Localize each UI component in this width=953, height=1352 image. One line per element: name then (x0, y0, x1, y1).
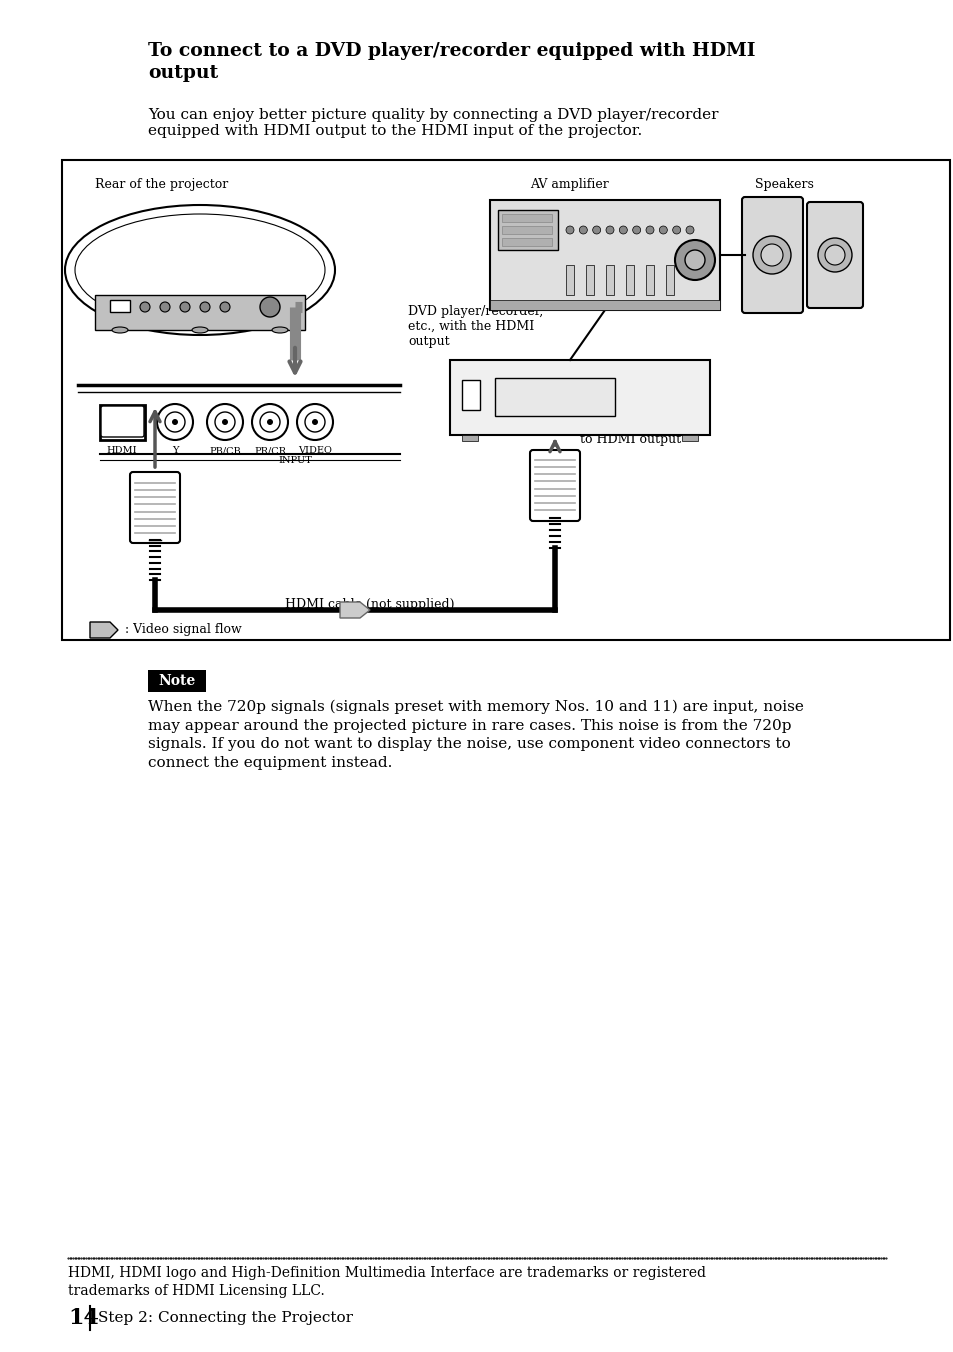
Circle shape (659, 226, 667, 234)
Bar (461, 435, 477, 441)
Bar (665, 265, 673, 295)
Text: When the 720p signals (signals preset with memory Nos. 10 and 11) are input, noi: When the 720p signals (signals preset wi… (148, 700, 803, 769)
Bar (625, 265, 634, 295)
Text: AV amplifier: AV amplifier (530, 178, 608, 191)
FancyBboxPatch shape (530, 450, 579, 521)
Text: HDMI: HDMI (107, 446, 137, 456)
Text: to HDMI output: to HDMI output (579, 434, 680, 446)
Text: Step 2: Connecting the Projector: Step 2: Connecting the Projector (98, 1311, 353, 1325)
Circle shape (760, 243, 782, 266)
Bar (497, 210, 558, 250)
Text: VIDEO: VIDEO (297, 446, 332, 456)
Text: INPUT: INPUT (277, 456, 312, 465)
Bar (495, 379, 615, 416)
Circle shape (260, 412, 280, 433)
Bar (585, 265, 594, 295)
FancyBboxPatch shape (741, 197, 802, 314)
Bar (461, 380, 479, 410)
Circle shape (207, 404, 243, 439)
Ellipse shape (192, 327, 208, 333)
Bar (501, 214, 552, 222)
Text: HDMI cable (not supplied): HDMI cable (not supplied) (285, 598, 455, 611)
Bar (95, 295, 305, 330)
Circle shape (685, 226, 693, 234)
Circle shape (214, 412, 234, 433)
Text: Note: Note (158, 675, 195, 688)
Text: HDMI, HDMI logo and High-Definition Multimedia Interface are trademarks or regis: HDMI, HDMI logo and High-Definition Mult… (68, 1265, 705, 1280)
Bar (148, 671, 206, 692)
Circle shape (824, 245, 844, 265)
Bar (501, 238, 552, 246)
Circle shape (296, 404, 333, 439)
Bar (605, 265, 614, 295)
Circle shape (592, 226, 600, 234)
Circle shape (817, 238, 851, 272)
Circle shape (267, 419, 273, 425)
Text: output: output (148, 64, 218, 82)
Ellipse shape (272, 327, 288, 333)
Circle shape (672, 226, 679, 234)
Circle shape (578, 226, 587, 234)
Circle shape (222, 419, 228, 425)
Circle shape (684, 250, 704, 270)
Circle shape (260, 297, 280, 316)
Bar (681, 435, 698, 441)
FancyBboxPatch shape (806, 201, 862, 308)
Text: You can enjoy better picture quality by connecting a DVD player/recorder
equippe: You can enjoy better picture quality by … (148, 108, 718, 138)
Circle shape (180, 301, 190, 312)
Circle shape (220, 301, 230, 312)
Circle shape (165, 412, 185, 433)
Circle shape (172, 419, 178, 425)
Text: trademarks of HDMI Licensing LLC.: trademarks of HDMI Licensing LLC. (68, 1284, 324, 1298)
Bar (645, 265, 654, 295)
Polygon shape (339, 602, 370, 618)
FancyBboxPatch shape (101, 406, 144, 437)
Bar (490, 200, 720, 310)
Ellipse shape (75, 214, 325, 326)
Bar (450, 360, 709, 435)
Polygon shape (90, 622, 118, 638)
Circle shape (157, 404, 193, 439)
Text: Speakers: Speakers (754, 178, 813, 191)
Text: Rear of the projector: Rear of the projector (95, 178, 228, 191)
Ellipse shape (112, 327, 128, 333)
Bar (62, 160, 949, 639)
Text: Y: Y (172, 446, 178, 456)
Text: 14: 14 (68, 1307, 99, 1329)
Circle shape (305, 412, 325, 433)
Bar (565, 265, 574, 295)
Text: PR/CR: PR/CR (253, 446, 286, 456)
Ellipse shape (65, 206, 335, 335)
Text: To connect to a DVD player/recorder equipped with HDMI: To connect to a DVD player/recorder equi… (148, 42, 755, 59)
Circle shape (312, 419, 317, 425)
Circle shape (565, 226, 574, 234)
Text: DVD player/recorder,
etc., with the HDMI
output: DVD player/recorder, etc., with the HDMI… (408, 306, 542, 347)
FancyBboxPatch shape (130, 472, 180, 544)
Circle shape (618, 226, 627, 234)
Circle shape (252, 404, 288, 439)
Circle shape (752, 237, 790, 274)
Circle shape (645, 226, 654, 234)
Circle shape (160, 301, 170, 312)
Circle shape (200, 301, 210, 312)
Bar (501, 226, 552, 234)
Text: PB/CB: PB/CB (209, 446, 240, 456)
Bar (100, 406, 145, 439)
Circle shape (632, 226, 640, 234)
Text: : Video signal flow: : Video signal flow (125, 623, 241, 637)
Circle shape (675, 241, 714, 280)
Circle shape (140, 301, 150, 312)
Circle shape (605, 226, 614, 234)
Bar (490, 300, 720, 310)
Bar (110, 300, 130, 312)
